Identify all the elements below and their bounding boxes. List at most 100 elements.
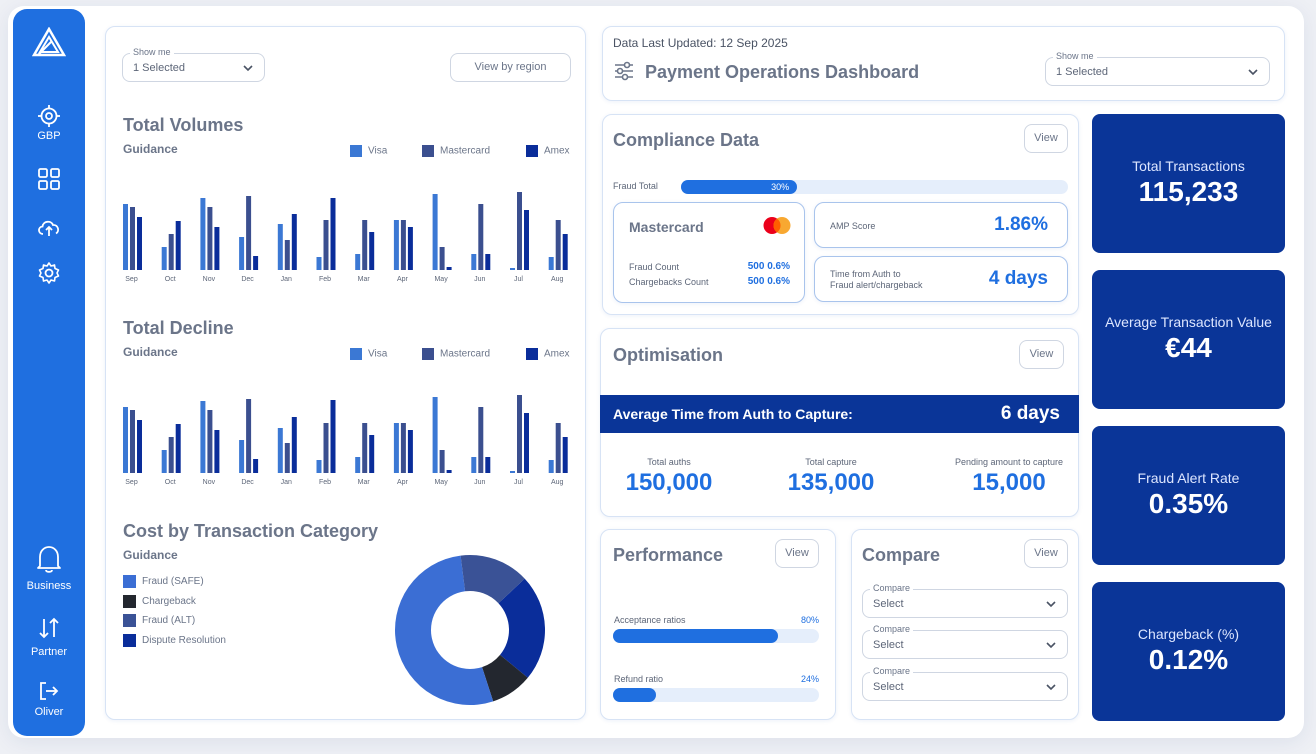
compliance-view-button[interactable]: View	[1024, 124, 1068, 153]
bar-amex-nov	[214, 227, 220, 270]
cost-legend-item: Fraud (ALT)	[123, 614, 195, 627]
compare-select-1[interactable]: Compare Select	[862, 583, 1068, 618]
bar-mastercard-mar	[362, 423, 368, 473]
bar-mastercard-apr	[400, 423, 406, 473]
view-by-region-button[interactable]: View by region	[450, 53, 571, 82]
x-tick-label: Aug	[551, 479, 564, 486]
bar-amex-dec	[253, 459, 259, 473]
kpi-value: €44	[1165, 332, 1212, 363]
x-tick-label: Jul	[514, 479, 523, 486]
compare-select-3[interactable]: Compare Select	[862, 666, 1068, 701]
fraud-total-fill: 30%	[681, 180, 798, 194]
kpi-chargeback-percent[interactable]: Chargeback (%) 0.12%	[1092, 582, 1285, 721]
page-title: Payment Operations Dashboard	[645, 62, 920, 82]
cost-guidance: Guidance	[123, 548, 178, 562]
bar-visa-nov	[200, 198, 206, 270]
bar-visa-oct	[161, 247, 167, 270]
bar-amex-oct	[175, 424, 181, 473]
bar-visa-dec	[239, 237, 245, 270]
slice-chargeback	[482, 654, 528, 702]
banner-value: 6 days	[1000, 403, 1060, 424]
legend-label-mastercard: Mastercard	[440, 145, 491, 157]
mastercard-title: Mastercard	[629, 219, 704, 235]
grid-icon	[38, 168, 60, 190]
amp-value: 1.86%	[994, 214, 1048, 235]
x-tick-label: Mar	[358, 479, 371, 486]
compliance-title: Compliance Data	[613, 130, 760, 150]
x-tick-label: Dec	[241, 479, 254, 486]
bar-visa-may	[432, 397, 438, 473]
bar-mastercard-aug	[555, 220, 561, 270]
compare-select-label: Compare	[870, 583, 914, 593]
show-me-label: Show me	[1053, 51, 1097, 61]
cost-donut-chart	[390, 550, 550, 710]
x-tick-label: Nov	[203, 479, 216, 486]
kpi-total-transactions[interactable]: Total Transactions 115,233	[1092, 114, 1285, 253]
bar-mastercard-feb	[323, 423, 329, 473]
compare-select-2[interactable]: Compare Select	[862, 624, 1068, 659]
cost-legend-label: Fraud (ALT)	[142, 615, 196, 627]
compare-select-value: Select	[873, 598, 904, 610]
sidebar: GBP Business	[13, 9, 85, 736]
sidebar-item-logout[interactable]: Oliver	[13, 680, 85, 718]
bar-mastercard-nov	[207, 207, 213, 270]
kpi-title: Average Transaction Value	[1105, 314, 1272, 330]
sidebar-item-upload[interactable]	[13, 215, 85, 239]
kpi-fraud-alert-rate[interactable]: Fraud Alert Rate 0.35%	[1092, 426, 1285, 565]
chevron-down-icon	[1046, 642, 1056, 649]
bar-visa-feb	[316, 257, 322, 270]
left-show-me-select[interactable]: Show me 1 Selected	[122, 47, 265, 82]
slice-fraud-alt	[460, 555, 525, 604]
compare-view-button[interactable]: View	[1024, 539, 1068, 568]
fraud-total-label: Fraud Total	[613, 181, 658, 191]
show-me-value: 1 Selected	[1056, 66, 1108, 78]
sliders-icon	[615, 61, 633, 81]
bar-visa-jun	[471, 254, 477, 270]
fraud-count-label: Fraud Count	[629, 262, 680, 272]
sidebar-item-partner[interactable]: Partner	[13, 616, 85, 658]
currency-selector[interactable]: GBP	[13, 104, 85, 142]
kpi-average-transaction-value[interactable]: Average Transaction Value €44	[1092, 270, 1285, 409]
bar-visa-mar	[355, 254, 361, 270]
volumes-legend: Visa Mastercard Amex	[350, 145, 575, 159]
performance-view-button[interactable]: View	[775, 539, 819, 568]
optimisation-view-button[interactable]: View	[1019, 340, 1064, 369]
cost-donut-svg	[395, 555, 545, 705]
bar-amex-feb	[330, 400, 336, 473]
performance-title: Performance	[613, 545, 724, 565]
time-label-1: Time from Auth to	[830, 269, 901, 279]
bar-visa-nov	[200, 401, 206, 473]
decline-chart: Sep Oct Nov Dec Jan Feb Mar Apr May Jun Jul Aug	[118, 379, 578, 489]
sidebar-item-settings[interactable]	[13, 261, 85, 285]
sidebar-item-business[interactable]: Business	[13, 544, 85, 592]
cost-title: Cost by Transaction Category	[123, 521, 379, 541]
bar-amex-apr	[407, 227, 413, 270]
bar-amex-jul	[524, 413, 529, 473]
bar-visa-dec	[239, 440, 245, 473]
bar-amex-jun	[485, 457, 491, 473]
bar-amex-sep	[137, 217, 142, 270]
bar-mastercard-nov	[207, 410, 213, 473]
show-me-label: Show me	[130, 47, 174, 57]
compare-select-value: Select	[873, 639, 904, 651]
acceptance-label: Acceptance ratios	[614, 615, 686, 625]
x-tick-label: Dec	[241, 276, 254, 283]
bar-amex-apr	[407, 430, 413, 473]
fraud-count-value: 500 0.6%	[747, 261, 790, 272]
sidebar-item-dashboard[interactable]	[13, 167, 85, 191]
bar-amex-mar	[369, 435, 375, 473]
bar-mastercard-jan	[284, 443, 290, 473]
compare-title: Compare	[862, 545, 941, 565]
bar-mastercard-may	[439, 247, 445, 270]
kpi-title: Fraud Alert Rate	[1137, 470, 1240, 486]
chevron-down-icon	[1248, 69, 1258, 76]
cost-legend-label: Fraud (SAFE)	[142, 576, 204, 588]
banner-label: Average Time from Auth to Capture:	[613, 406, 853, 422]
header-show-me-select[interactable]: Show me 1 Selected	[1045, 51, 1270, 86]
bar-mastercard-mar	[362, 220, 368, 270]
amp-score-card	[814, 202, 1068, 248]
logo[interactable]	[13, 27, 85, 57]
fraud-total-value: 30%	[771, 182, 790, 192]
legend-swatch-amex	[526, 348, 538, 360]
x-tick-label: May	[434, 276, 448, 283]
